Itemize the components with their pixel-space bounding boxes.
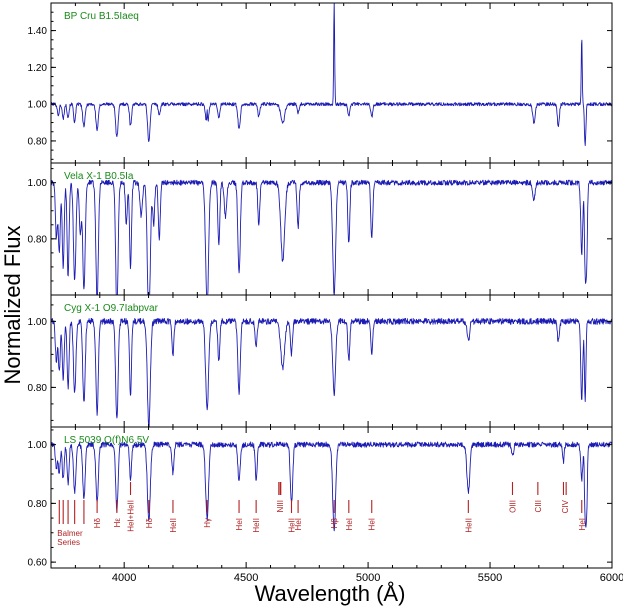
line-label: Series: [57, 538, 80, 547]
line-label: HeI: [294, 518, 303, 530]
line-label: HeI: [578, 518, 587, 530]
line-label: Hγ: [203, 518, 212, 528]
line-label: HeII: [464, 518, 473, 533]
x-tick-label: 6000: [600, 572, 623, 584]
line-label: Balmer: [57, 529, 83, 538]
x-axis-label: Wavelength (Å): [255, 581, 406, 606]
panels-group: 0.80 1.00 1.20 1.40 BP Cru B1.5Iaeq 0.80 1.00 V…: [28, 2, 623, 584]
panel-frame: [50, 426, 613, 569]
line-label: CIV: [561, 499, 570, 513]
y-tick-label: 1.00: [28, 317, 48, 328]
panel-2: 0.80 1.00 Vela X-1 B0.5Ia: [28, 162, 613, 296]
x-tick-label: 4500: [234, 572, 258, 584]
line-label: HeII: [252, 518, 261, 533]
panel-4: 0.60 0.80 1.00 LS 5039 O(f)N6.5V BalmerSerie…: [28, 426, 613, 569]
panel-title: Cyg X-1 O9.7Iabpvar: [64, 303, 159, 314]
y-tick-label: 0.80: [28, 234, 48, 245]
y-axis-label: Normalized Flux: [0, 226, 25, 385]
x-tick-label: 5000: [356, 572, 380, 584]
x-tick-label: 5500: [478, 572, 502, 584]
spectrum-line-2: [51, 179, 612, 295]
line-label: Hδ: [93, 517, 102, 528]
line-label: HeI: [235, 518, 244, 530]
panel-title: Vela X-1 B0.5Ia: [64, 171, 134, 182]
panel-title: LS 5039 O(f)N6.5V: [64, 435, 149, 446]
line-label: OIII: [508, 500, 517, 513]
line-label: NIII: [276, 500, 285, 512]
y-tick-label: 1.20: [28, 63, 48, 74]
line-label: HeI: [345, 518, 354, 530]
line-label: HeII: [287, 518, 296, 533]
y-tick-label: 1.00: [28, 100, 48, 111]
y-tick-label: 1.40: [28, 26, 48, 37]
line-label: HeI+HeII: [127, 500, 136, 532]
y-tick-label: 0.80: [28, 383, 48, 394]
panel-3: 0.80 1.00 Cyg X-1 O9.7Iabpvar: [28, 294, 613, 428]
spectrum-line-3: [51, 317, 612, 427]
x-tick-label: 4000: [112, 572, 136, 584]
line-label: Hβ: [330, 518, 339, 529]
line-label: Hε: [113, 518, 122, 528]
y-tick-label: 0.80: [28, 136, 48, 147]
line-label: HeII: [169, 518, 178, 533]
panel-title: BP Cru B1.5Iaeq: [64, 11, 139, 22]
y-tick-label: 1.00: [28, 178, 48, 189]
line-label: Hδ: [145, 517, 154, 528]
line-label: CIII: [534, 500, 543, 512]
panel-frame: [50, 2, 613, 164]
spectrum-line-1: [51, 3, 612, 147]
panel-1: 0.80 1.00 1.20 1.40 BP Cru B1.5Iaeq: [28, 2, 613, 164]
y-tick-label: 0.60: [28, 558, 48, 569]
line-label: HeI: [368, 518, 377, 530]
spectrum-line-4: [51, 441, 612, 532]
y-tick-label: 1.00: [28, 440, 48, 451]
y-tick-label: 0.80: [28, 499, 48, 510]
panel-frame: [50, 294, 613, 428]
